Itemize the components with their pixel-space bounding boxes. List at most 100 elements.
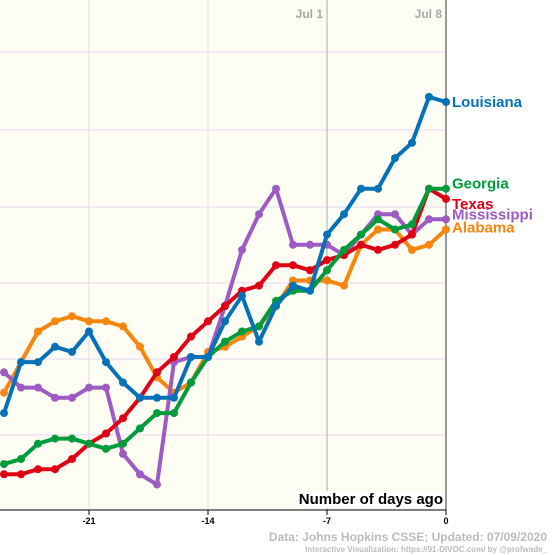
data-point: [340, 281, 348, 290]
data-point: [323, 230, 331, 239]
date-markers: Jul 1 Jul 8: [296, 0, 447, 510]
data-point: [255, 322, 263, 331]
data-point: [221, 317, 229, 326]
data-point: [170, 353, 178, 361]
date-marker-label: Jul 8: [415, 7, 443, 21]
data-point: [340, 210, 348, 219]
x-axis: -21 -14 -7 0: [0, 509, 449, 526]
data-point: [102, 383, 110, 392]
data-point: [34, 383, 42, 392]
data-point: [102, 444, 110, 453]
data-point: [153, 409, 161, 418]
data-point: [391, 210, 399, 219]
data-point: [442, 225, 450, 234]
data-point: [0, 460, 8, 469]
data-point: [442, 194, 450, 203]
data-point: [425, 92, 433, 101]
series-label-georgia: Georgia: [452, 176, 509, 193]
data-point: [17, 455, 25, 463]
data-point: [153, 393, 161, 402]
plot-area-background: [0, 0, 446, 510]
data-point: [136, 393, 144, 402]
data-point: [153, 480, 161, 489]
visualization-credit: Interactive Visualization: https://91-DI…: [305, 545, 547, 554]
data-point: [340, 245, 348, 254]
data-point: [357, 230, 365, 239]
data-point: [238, 291, 246, 300]
data-point: [425, 184, 433, 193]
data-point: [85, 383, 93, 392]
data-point: [289, 281, 297, 290]
data-source-credit: Data: Johns Hopkins CSSE; Updated: 07/09…: [268, 530, 547, 544]
data-point: [51, 317, 59, 326]
data-point: [306, 266, 314, 275]
series-label-louisiana: Louisiana: [452, 94, 523, 111]
data-point: [119, 449, 127, 458]
data-point: [374, 215, 382, 224]
data-point: [51, 465, 59, 474]
data-point: [0, 409, 8, 418]
data-point: [102, 317, 110, 326]
data-point: [272, 261, 280, 270]
data-point: [255, 210, 263, 219]
data-point: [391, 154, 399, 163]
series-label-mississippi: Mississippi: [452, 206, 533, 223]
data-point: [17, 470, 25, 479]
data-point: [34, 439, 42, 448]
data-point: [136, 424, 144, 433]
x-axis-title: Number of days ago: [296, 491, 445, 508]
data-point: [272, 184, 280, 193]
data-point: [442, 215, 450, 224]
data-point: [204, 353, 212, 361]
data-point: [85, 317, 93, 326]
data-point: [136, 342, 144, 351]
data-point: [17, 383, 25, 392]
x-tick-label: -14: [201, 516, 214, 526]
data-point: [408, 230, 416, 239]
data-point: [425, 240, 433, 249]
data-point: [289, 240, 297, 249]
data-point: [272, 302, 280, 310]
data-point: [408, 138, 416, 147]
data-point: [323, 256, 331, 265]
data-point: [442, 98, 450, 106]
data-point: [306, 240, 314, 249]
data-point: [85, 439, 93, 448]
data-point: [119, 439, 127, 448]
data-point: [221, 302, 229, 310]
data-point: [102, 358, 110, 367]
data-point: [306, 286, 314, 295]
data-point: [68, 455, 76, 463]
x-axis-title-box: Number of days ago: [296, 491, 445, 509]
data-point: [374, 225, 382, 234]
data-point: [425, 215, 433, 224]
x-tick-label: -7: [323, 516, 331, 526]
data-point: [17, 358, 25, 367]
data-point: [51, 434, 59, 443]
data-point: [85, 327, 93, 336]
data-point: [51, 342, 59, 351]
data-point: [357, 240, 365, 249]
data-point: [153, 368, 161, 377]
data-point: [221, 337, 229, 346]
data-point: [374, 245, 382, 254]
data-point: [136, 470, 144, 479]
data-point: [255, 337, 263, 346]
data-point: [34, 465, 42, 474]
series-label-alabama: Alabama: [452, 220, 515, 237]
data-point: [391, 225, 399, 234]
x-tick-label: 0: [443, 516, 448, 526]
data-point: [51, 393, 59, 402]
data-point: [119, 322, 127, 331]
data-point: [289, 261, 297, 270]
data-point: [408, 220, 416, 229]
data-point: [374, 184, 382, 193]
date-marker-label: Jul 1: [296, 7, 324, 21]
x-tick-label: -21: [82, 516, 95, 526]
data-point: [255, 281, 263, 290]
data-point: [408, 245, 416, 254]
data-point: [323, 266, 331, 275]
data-point: [68, 393, 76, 402]
data-point: [34, 358, 42, 367]
